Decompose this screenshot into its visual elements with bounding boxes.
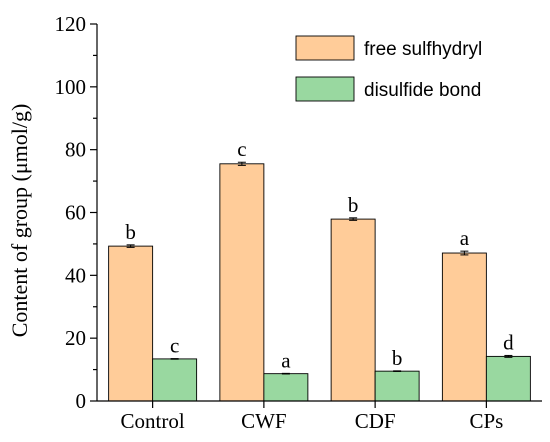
significance-letter: a xyxy=(460,226,470,250)
x-tick-label: CDF xyxy=(355,409,396,433)
bar-free-sulfhydryl-CDF xyxy=(330,218,376,402)
significance-letter: b xyxy=(125,220,136,244)
y-tick-label: 20 xyxy=(65,326,86,350)
bar-disulfide-bond-Control xyxy=(152,358,198,402)
y-tick-label: 80 xyxy=(65,138,86,162)
y-tick-label: 100 xyxy=(55,75,87,99)
bar-disulfide-bond-CWF xyxy=(263,373,309,402)
significance-letter: c xyxy=(237,137,246,161)
bar-disulfide-bond-CDF xyxy=(374,370,420,402)
x-axis-ticks: Control CWF CDF CPs xyxy=(121,401,503,433)
legend-swatch xyxy=(295,35,355,61)
legend-label: disulfide bond xyxy=(364,80,481,101)
y-axis-label: Content of group (μmol/g) xyxy=(7,104,32,338)
bar-group: b c c a b b a d xyxy=(108,137,531,402)
x-tick-label: Control xyxy=(121,409,185,433)
significance-letter: b xyxy=(392,346,403,370)
significance-letter: a xyxy=(281,348,291,372)
x-tick-label: CPs xyxy=(469,409,503,433)
y-tick-label: 120 xyxy=(55,12,87,36)
significance-letter: d xyxy=(503,330,514,354)
significance-letter: c xyxy=(170,334,179,358)
bar-free-sulfhydryl-CPs xyxy=(441,252,487,402)
legend-swatch xyxy=(295,76,355,102)
bar-free-sulfhydryl-CWF xyxy=(219,163,265,402)
legend: free sulfhydryl disulfide bond xyxy=(295,35,482,102)
significance-letter: b xyxy=(348,193,359,217)
y-tick-label: 60 xyxy=(65,201,86,225)
x-tick-label: CWF xyxy=(241,409,287,433)
bar-disulfide-bond-CPs xyxy=(485,355,531,402)
legend-label: free sulfhydryl xyxy=(364,39,482,60)
y-tick-label: 0 xyxy=(76,389,87,413)
y-axis-ticks: 0 20 40 60 80 100 120 xyxy=(55,12,97,413)
bar-free-sulfhydryl-Control xyxy=(108,245,154,402)
y-tick-label: 40 xyxy=(65,263,86,287)
